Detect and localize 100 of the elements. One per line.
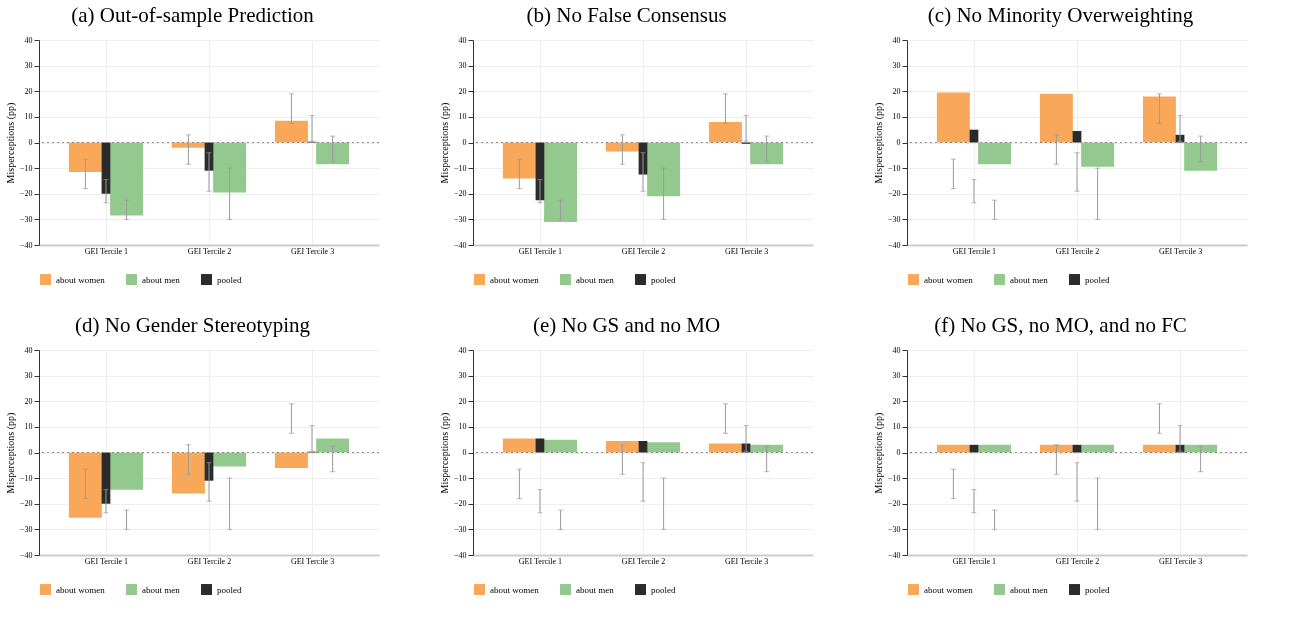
y-tick-label: −20: [19, 499, 33, 509]
legend-label: about women: [56, 274, 106, 285]
legend-label: about women: [924, 274, 974, 285]
y-tick-label: −30: [453, 524, 467, 534]
y-tick-label: 40: [458, 35, 467, 45]
y-tick-label: 40: [24, 35, 33, 45]
chart-title: (f) No GS, no MO, and no FC: [934, 313, 1187, 337]
y-tick-label: 10: [892, 112, 901, 122]
y-tick-label: −20: [887, 189, 901, 199]
y-tick-label: 40: [892, 345, 901, 355]
y-tick-label: 30: [892, 61, 901, 71]
legend-label: about men: [142, 274, 181, 285]
legend-label: about men: [576, 584, 615, 595]
y-axis-title: Misperceptions (pp): [872, 412, 885, 494]
x-tick-label: GEI Tercile 3: [724, 556, 769, 566]
x-tick-label: GEI Tercile 3: [290, 556, 335, 566]
legend-label: pooled: [217, 274, 242, 285]
y-tick-label: 10: [892, 422, 901, 432]
legend-label: pooled: [651, 274, 676, 285]
x-tick-label: GEI Tercile 1: [84, 556, 129, 566]
x-tick-label: GEI Tercile 3: [290, 246, 335, 256]
y-axis-title: Misperceptions (pp): [4, 412, 17, 494]
x-tick-label: GEI Tercile 2: [621, 246, 666, 256]
y-tick-label: −10: [19, 163, 33, 173]
y-tick-label: 0: [896, 138, 901, 147]
legend-label: about women: [490, 274, 540, 285]
y-tick-label: 30: [458, 371, 467, 381]
legend-label: pooled: [1085, 584, 1110, 595]
y-tick-label: −30: [453, 214, 467, 224]
chart-title: (e) No GS and no MO: [532, 313, 721, 337]
x-tick-label: GEI Tercile 3: [1158, 246, 1203, 256]
y-tick-label: 10: [458, 112, 467, 122]
y-tick-label: −30: [887, 214, 901, 224]
x-tick-label: GEI Tercile 1: [518, 246, 563, 256]
x-tick-label: GEI Tercile 2: [1055, 246, 1100, 256]
y-tick-label: 40: [458, 345, 467, 355]
legend-label: about women: [56, 584, 106, 595]
legend-label: pooled: [217, 584, 242, 595]
legend-label: about men: [1010, 274, 1049, 285]
legend-label: about women: [924, 584, 974, 595]
y-tick-label: −10: [887, 473, 901, 483]
y-tick-label: 20: [458, 396, 467, 406]
y-tick-label: 20: [892, 396, 901, 406]
x-tick-label: GEI Tercile 1: [952, 246, 997, 256]
y-axis-title: Misperceptions (pp): [872, 102, 885, 184]
y-axis-title: Misperceptions (pp): [4, 102, 17, 184]
y-tick-label: 20: [458, 86, 467, 96]
legend-label: about men: [1010, 584, 1049, 595]
y-tick-label: −40: [19, 550, 33, 560]
x-tick-label: GEI Tercile 1: [952, 556, 997, 566]
y-tick-label: −40: [453, 550, 467, 560]
x-tick-label: GEI Tercile 2: [187, 246, 232, 256]
y-tick-label: 0: [462, 448, 467, 457]
y-tick-label: 0: [462, 138, 467, 147]
y-tick-label: −40: [453, 240, 467, 250]
y-axis-title: Misperceptions (pp): [438, 412, 451, 494]
y-tick-label: −40: [887, 550, 901, 560]
y-tick-label: −10: [453, 473, 467, 483]
x-tick-label: GEI Tercile 2: [1055, 556, 1100, 566]
y-tick-label: 30: [24, 371, 33, 381]
y-tick-label: −10: [19, 473, 33, 483]
legend-label: about women: [490, 584, 540, 595]
y-tick-label: 30: [892, 371, 901, 381]
y-tick-label: 20: [24, 396, 33, 406]
y-tick-label: −20: [453, 499, 467, 509]
y-tick-label: −10: [887, 163, 901, 173]
chart-title: (d) No Gender Stereotyping: [75, 313, 311, 337]
y-tick-label: −30: [887, 524, 901, 534]
y-tick-label: −30: [19, 214, 33, 224]
y-tick-label: 0: [28, 448, 33, 457]
y-tick-label: −20: [19, 189, 33, 199]
y-tick-label: 20: [24, 86, 33, 96]
x-tick-label: GEI Tercile 3: [724, 246, 769, 256]
y-tick-label: −40: [887, 240, 901, 250]
chart-title: (b) No False Consensus: [526, 3, 727, 27]
x-tick-label: GEI Tercile 2: [187, 556, 232, 566]
y-tick-label: −20: [887, 499, 901, 509]
y-tick-label: 0: [896, 448, 901, 457]
legend-label: pooled: [651, 584, 676, 595]
y-tick-label: 40: [24, 345, 33, 355]
y-tick-label: 40: [892, 35, 901, 45]
y-tick-label: 30: [24, 61, 33, 71]
y-tick-label: −10: [453, 163, 467, 173]
legend-label: about men: [142, 584, 181, 595]
x-tick-label: GEI Tercile 1: [84, 246, 129, 256]
chart-title: (a) Out-of-sample Prediction: [71, 3, 315, 27]
y-tick-label: 10: [458, 422, 467, 432]
x-tick-label: GEI Tercile 1: [518, 556, 563, 566]
x-tick-label: GEI Tercile 2: [621, 556, 666, 566]
legend-label: pooled: [1085, 274, 1110, 285]
y-axis-title: Misperceptions (pp): [438, 102, 451, 184]
y-tick-label: 30: [458, 61, 467, 71]
y-tick-label: −40: [19, 240, 33, 250]
y-tick-label: −20: [453, 189, 467, 199]
y-tick-label: 0: [28, 138, 33, 147]
y-tick-label: 20: [892, 86, 901, 96]
y-tick-label: 10: [24, 422, 33, 432]
y-tick-label: 10: [24, 112, 33, 122]
x-tick-label: GEI Tercile 3: [1158, 556, 1203, 566]
y-tick-label: −30: [19, 524, 33, 534]
